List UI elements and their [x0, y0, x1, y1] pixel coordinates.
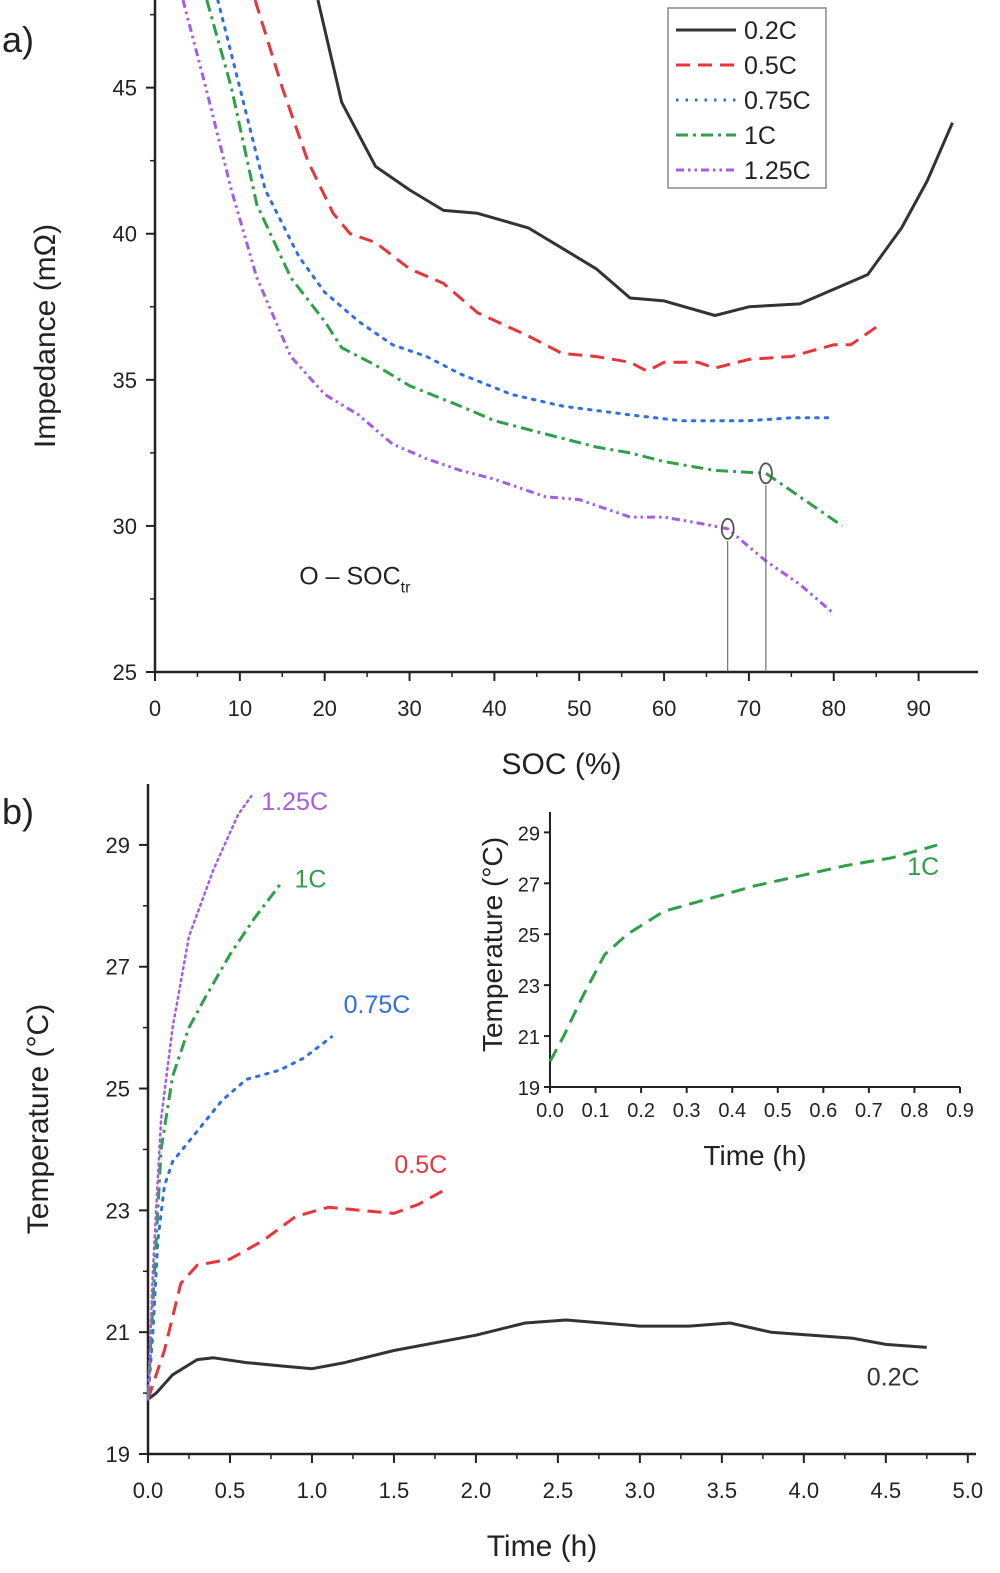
x-tick-label: 0.8 — [901, 1100, 929, 1122]
y-axis-label: Impedance (mΩ) — [29, 224, 62, 448]
legend-box — [667, 7, 827, 189]
x-tick-label: 0.4 — [718, 1100, 746, 1122]
x-tick-label: 5.0 — [953, 1478, 984, 1503]
y-tick-label: 25 — [106, 1077, 130, 1102]
y-tick-label: 29 — [518, 823, 540, 845]
y-axis-label: Temperature (°C) — [22, 1004, 55, 1234]
x-tick-label: 40 — [482, 696, 506, 721]
y-tick-label: 21 — [518, 1027, 540, 1049]
x-tick-label: 90 — [906, 696, 930, 721]
y-tick-label: 40 — [113, 222, 137, 247]
series-line-0.75C — [146, 1035, 334, 1401]
x-axis-label: SOC (%) — [502, 748, 622, 781]
series-line-0.2C — [147, 1318, 927, 1401]
series-label-0.5C: 0.5C — [394, 1151, 447, 1179]
x-tick-label: 4.5 — [871, 1478, 902, 1503]
x-tick-label: 0.5 — [764, 1100, 792, 1122]
chart-b: 0.0 0.5 1.0 1.5 2.0 2.5 3.0 3.5 4.0 4.5 5.0 19 21 23 2… — [2, 784, 983, 1563]
panel-label: a) — [2, 19, 34, 60]
legend-entry-0.2C: 0.2C — [744, 17, 797, 45]
legend-entry-0.75C: 0.75C — [744, 87, 811, 115]
series-line-0.5C — [146, 1187, 448, 1400]
series-line-1.25C — [181, 0, 835, 615]
x-axis-label: Time (h) — [703, 1140, 806, 1171]
x-tick-label: 0.0 — [133, 1478, 164, 1503]
x-tick-label: 30 — [397, 696, 421, 721]
inset-chart: 0.0 0.1 0.2 0.3 0.4 0.5 0.6 0.7 0.8 0.9 19 21 23 25 27… — [477, 812, 974, 1171]
x-tick-label: 3.0 — [625, 1478, 656, 1503]
soc-tr-annotation: O – SOCtr — [299, 562, 411, 596]
series-line-1C — [548, 843, 938, 1063]
legend-entry-1.25C: 1.25C — [744, 157, 811, 185]
y-tick-label: 35 — [113, 368, 137, 393]
panel-label: b) — [2, 791, 34, 832]
legend-entry-1C: 1C — [744, 122, 776, 150]
x-tick-label: 0.1 — [582, 1100, 610, 1122]
series-label-1C: 1C — [294, 865, 326, 893]
series-label-1.25C: 1.25C — [261, 788, 328, 816]
x-tick-label: 0.5 — [215, 1478, 246, 1503]
y-tick-label: 30 — [113, 514, 137, 539]
x-tick-label: 1.5 — [379, 1478, 410, 1503]
x-tick-label: 0 — [149, 696, 161, 721]
annotation-subscript: tr — [401, 579, 411, 596]
x-tick-label: 0.9 — [946, 1100, 974, 1122]
x-tick-label: 70 — [737, 696, 761, 721]
series-line-0.2C — [316, 0, 954, 317]
series-label-0.75C: 0.75C — [344, 991, 411, 1019]
y-tick-label: 27 — [518, 874, 540, 896]
x-tick-label: 80 — [822, 696, 846, 721]
legend-entry-0.5C: 0.5C — [744, 52, 797, 80]
series-line-0.75C — [216, 0, 836, 423]
y-tick-label: 23 — [106, 1198, 130, 1223]
series-line-1C — [146, 880, 284, 1400]
y-tick-label: 21 — [106, 1320, 130, 1345]
annotation-text: O – SOC — [299, 562, 400, 590]
chart-a: 0 10 20 30 40 50 60 70 80 90 25 30 35 40 45 SOC (%) Impe… — [2, 0, 978, 781]
x-tick-label: 0.7 — [855, 1100, 883, 1122]
y-tick-label: 27 — [106, 955, 130, 980]
y-tick-label: 19 — [106, 1442, 130, 1467]
x-tick-label: 20 — [312, 696, 336, 721]
x-tick-label: 4.0 — [789, 1478, 820, 1503]
x-axis-label: Time (h) — [487, 1530, 598, 1563]
series-label-1C: 1C — [907, 853, 939, 881]
x-tick-label: 60 — [652, 696, 676, 721]
x-tick-label: 1.0 — [297, 1478, 328, 1503]
soc-tr-marker — [758, 462, 773, 485]
x-tick-label: 0.0 — [536, 1100, 564, 1122]
series-label-0.2C: 0.2C — [867, 1363, 920, 1391]
y-axis-label: Temperature (°C) — [477, 837, 508, 1052]
x-tick-label: 2.5 — [543, 1478, 574, 1503]
x-tick-label: 0.6 — [809, 1100, 837, 1122]
soc-tr-marker — [720, 517, 735, 540]
legend: 0.2C 0.5C 0.75C 1C 1.25C — [667, 7, 827, 189]
y-tick-label: 29 — [106, 833, 130, 858]
x-tick-label: 10 — [228, 696, 252, 721]
x-tick-label: 3.5 — [707, 1478, 738, 1503]
x-tick-label: 2.0 — [461, 1478, 492, 1503]
series-line-0.5C — [253, 0, 878, 373]
x-tick-label: 0.3 — [673, 1100, 701, 1122]
y-tick-label: 19 — [518, 1078, 540, 1100]
y-tick-label: 25 — [113, 660, 137, 685]
y-tick-label: 25 — [518, 925, 540, 947]
y-tick-label: 45 — [113, 76, 137, 101]
x-tick-label: 0.2 — [627, 1100, 655, 1122]
x-tick-label: 50 — [567, 696, 591, 721]
series-line-1.25C — [146, 794, 253, 1401]
y-tick-label: 23 — [518, 976, 540, 998]
